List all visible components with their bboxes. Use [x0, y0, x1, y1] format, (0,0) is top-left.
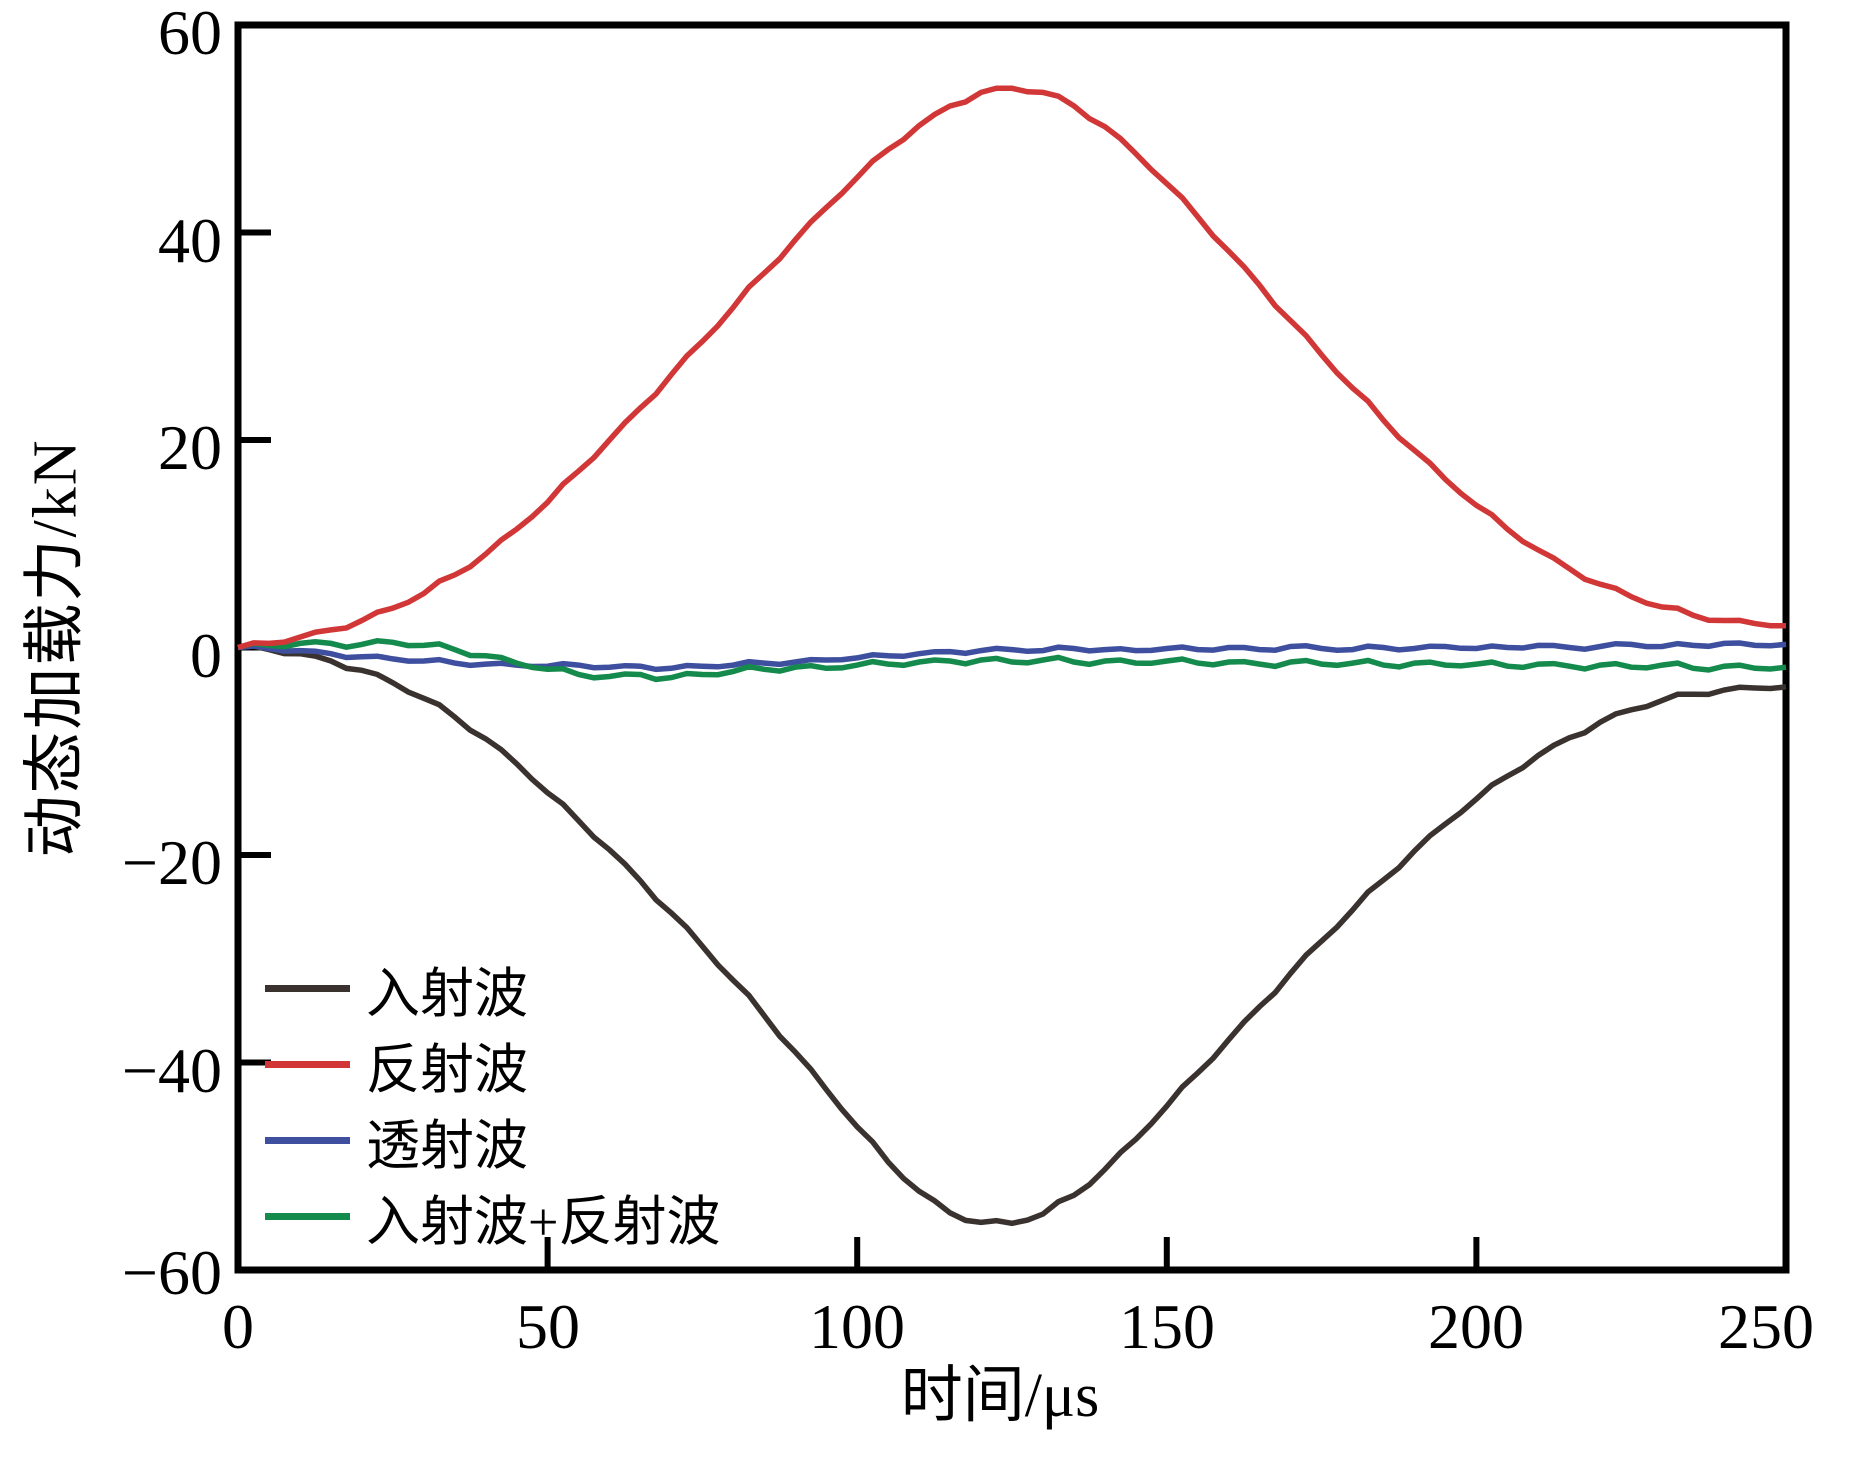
- x-tick-label-100: 100: [809, 1291, 905, 1362]
- legend: 入射波 反射波 透射波 入射波+反射波: [265, 950, 720, 1254]
- reflected-wave-label: 反射波: [366, 1039, 528, 1100]
- y-tick-label-60: 60: [158, 0, 222, 68]
- x-tick-label-50: 50: [516, 1291, 580, 1362]
- incident-plus-reflected-wave-line: [237, 638, 1787, 683]
- legend-item-transmitted-wave: 透射波: [265, 1102, 720, 1178]
- x-tick-label-200: 200: [1428, 1291, 1524, 1362]
- y-tick-label-0: 0: [190, 620, 222, 691]
- reflected-wave-swatch: [265, 1060, 350, 1068]
- x-tick-label-250: 250: [1718, 1291, 1814, 1362]
- incident-wave-label: 入射波: [366, 963, 528, 1024]
- x-axis-title: 时间/μs: [900, 1362, 1100, 1430]
- legend-item-reflected-wave: 反射波: [265, 1026, 720, 1102]
- x-tick-label-150: 150: [1119, 1291, 1215, 1362]
- x-tick-label-0: 0: [222, 1291, 254, 1362]
- y-tick-label-20: 20: [158, 412, 222, 483]
- y-tick-label-40: 40: [158, 205, 222, 276]
- y-tick-label-m60: −60: [121, 1237, 222, 1308]
- y-tick-label-m40: −40: [121, 1035, 222, 1106]
- transmitted-wave-label: 透射波: [366, 1115, 528, 1176]
- reflected-wave-line: [237, 85, 1786, 651]
- incident-wave-line: [237, 643, 1787, 1227]
- legend-item-incident-plus-reflected-wave: 入射波+反射波: [265, 1178, 720, 1254]
- incident-plus-reflected-wave-swatch: [265, 1212, 350, 1220]
- y-axis-title: 动态加载力/kN: [21, 438, 90, 858]
- legend-item-incident-wave: 入射波: [265, 950, 720, 1026]
- transmitted-wave-line: [237, 640, 1787, 673]
- incident-plus-reflected-wave-label: 入射波+反射波: [366, 1191, 721, 1252]
- incident-wave-swatch: [265, 984, 350, 992]
- y-tick-label-m20: −20: [121, 827, 222, 898]
- transmitted-wave-swatch: [265, 1136, 350, 1144]
